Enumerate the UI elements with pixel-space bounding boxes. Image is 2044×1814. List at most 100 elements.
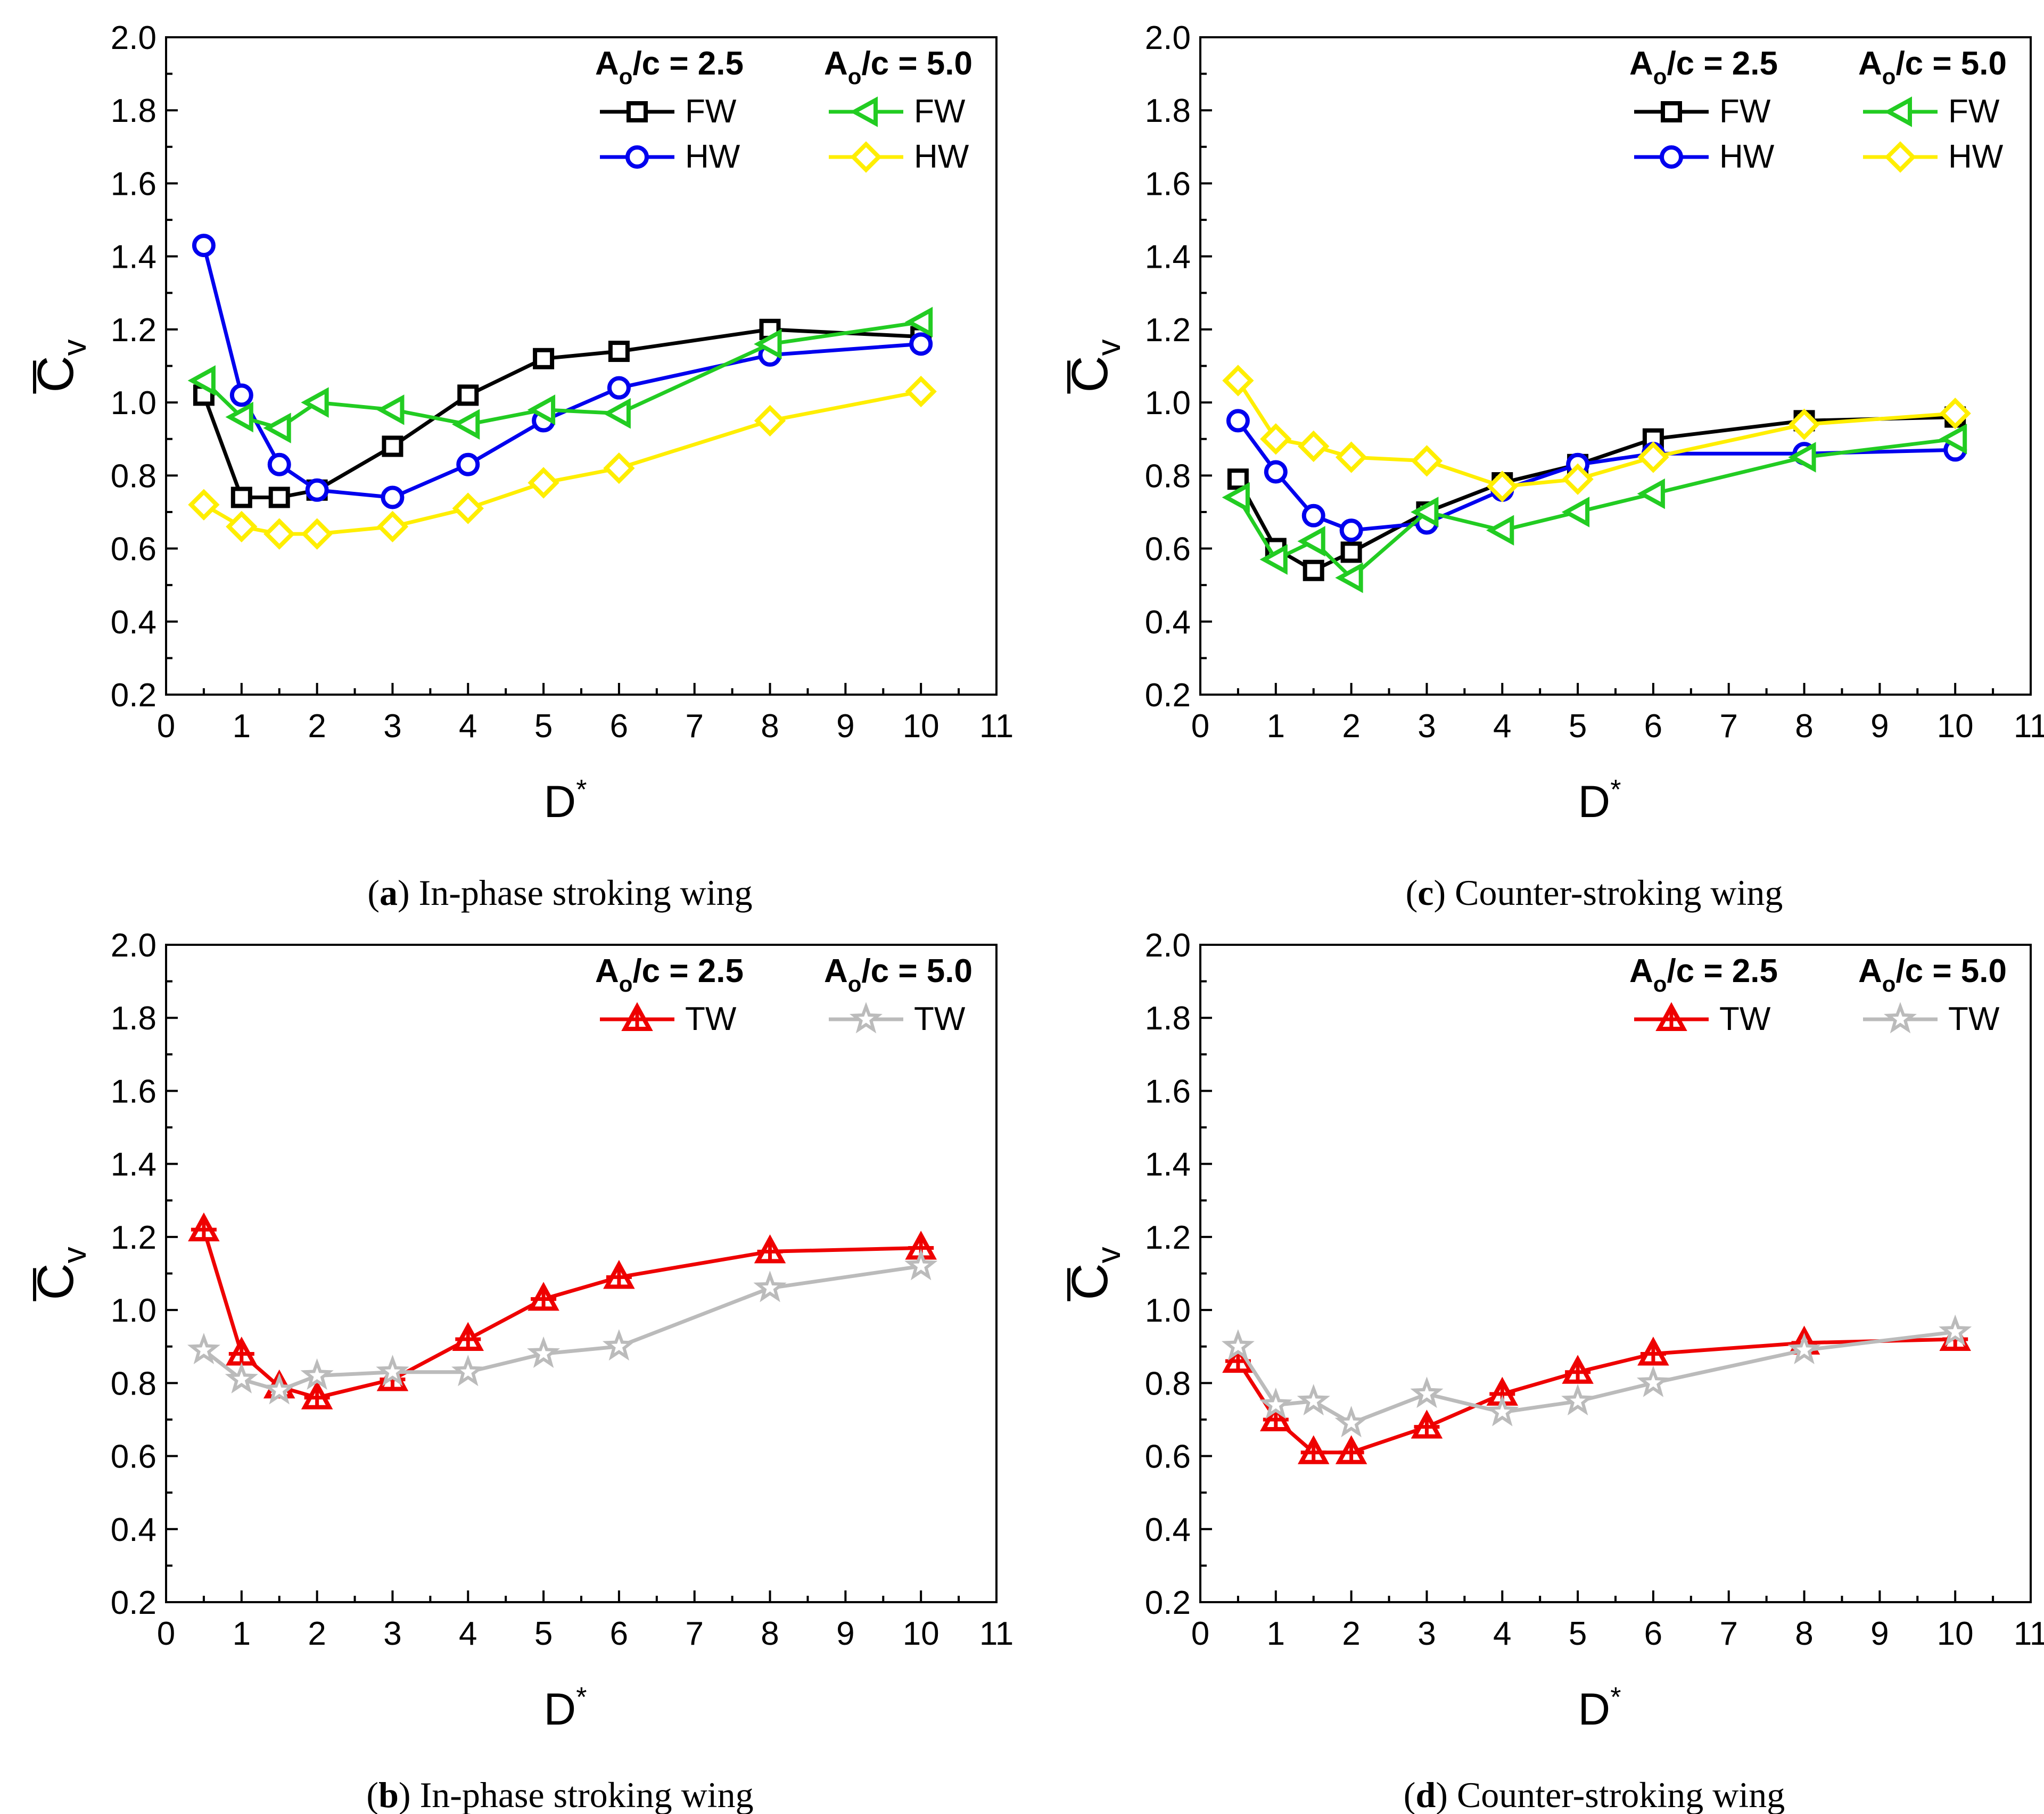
panel-caption: (b) In-phase stroking wing <box>366 1775 753 1814</box>
legend-header-main: A <box>1629 45 1653 82</box>
y-tick-label: 1.0 <box>111 1292 156 1329</box>
data-point <box>759 318 781 340</box>
data-point <box>188 489 220 521</box>
data-point <box>533 348 555 369</box>
data-point <box>226 1337 258 1366</box>
y-tick-label: 1.6 <box>111 1073 156 1110</box>
legend-marker <box>1884 96 1912 127</box>
legend-marker <box>1884 141 1916 173</box>
x-axis-label: D* <box>1578 774 1621 827</box>
legend-entry-hw-3: HW <box>829 138 969 175</box>
data-point <box>1637 478 1665 509</box>
legend-header-main: A <box>1629 953 1653 990</box>
x-tick-label: 8 <box>761 1615 779 1652</box>
x-tick-label: 0 <box>1191 708 1209 745</box>
panel-caption-text: In-phase stroking wing <box>420 1775 754 1814</box>
legend-header: Ao/c = 5.0 <box>824 953 972 996</box>
x-tick-label: 9 <box>1870 1615 1889 1652</box>
data-point <box>1411 497 1439 527</box>
y-axis-label-text: Cv <box>1061 339 1127 392</box>
y-tick-label: 1.0 <box>1145 385 1191 422</box>
series-fw-0 <box>1227 406 1966 581</box>
legend-label: FW <box>1719 93 1771 130</box>
x-tick-label: 11 <box>2014 1615 2044 1652</box>
y-tick-label: 1.0 <box>111 385 156 422</box>
legend-header-sub: o <box>1653 971 1667 996</box>
legend-marker <box>1660 145 1683 169</box>
legend-header: Ao/c = 2.5 <box>595 953 744 996</box>
data-point <box>904 1249 938 1281</box>
y-axis-label-sub: v <box>56 339 93 356</box>
legend-header-rest: /c = 2.5 <box>1667 45 1778 82</box>
x-axis-label-sup: * <box>576 1682 587 1713</box>
legend-label: TW <box>1719 1001 1771 1037</box>
x-tick-label: 2 <box>1342 708 1360 745</box>
data-point <box>1297 526 1325 557</box>
data-point <box>1788 442 1816 473</box>
legend-marker <box>1661 101 1682 122</box>
data-point <box>1340 541 1362 563</box>
panel-caption-letter: a <box>380 872 398 913</box>
data-point <box>452 1322 484 1351</box>
legend-marker <box>850 96 878 127</box>
legend-entry-tw-1: TW <box>829 1001 966 1037</box>
y-tick-label: 1.6 <box>1145 166 1191 202</box>
plot-frame-a <box>165 36 998 696</box>
data-point <box>1298 430 1330 463</box>
y-tick-label: 1.6 <box>111 166 156 202</box>
legend-label: HW <box>1948 138 2004 175</box>
y-tick-label: 1.2 <box>1145 1219 1191 1256</box>
y-tick-label: 1.8 <box>111 1000 156 1037</box>
x-axis-label: D* <box>544 774 587 827</box>
y-tick-label: 2.0 <box>1145 927 1191 964</box>
panel-caption-text: Counter-stroking wing <box>1457 1775 1785 1814</box>
data-point <box>1259 544 1288 575</box>
legend-header: Ao/c = 2.5 <box>1629 953 1778 996</box>
legend-marker <box>625 145 649 169</box>
series-hw-3 <box>1222 365 1971 502</box>
legend-header-sub: o <box>848 64 862 89</box>
legend-entry-tw-0: TW <box>600 1001 737 1037</box>
y-axis-label: Cv <box>1061 339 1127 394</box>
data-point <box>1334 1406 1368 1438</box>
legend-entry-fw-0: FW <box>600 93 737 130</box>
data-point <box>187 365 216 396</box>
series-line <box>202 1264 921 1392</box>
series-tw-1 <box>187 1249 938 1405</box>
x-tick-label: 3 <box>383 1615 401 1652</box>
y-axis-label-text: Cv <box>27 339 93 392</box>
x-tick-label: 6 <box>1644 708 1662 745</box>
data-point <box>1221 1329 1255 1361</box>
x-tick-label: 0 <box>157 708 175 745</box>
y-axis-label-text: Cv <box>1061 1247 1127 1300</box>
data-point <box>1335 562 1363 593</box>
data-point <box>607 376 631 400</box>
data-point <box>376 510 409 543</box>
x-tick-label: 7 <box>1719 1615 1737 1652</box>
data-point <box>904 307 933 337</box>
data-point <box>528 1282 559 1311</box>
x-tick-label: 5 <box>1569 708 1587 745</box>
data-point <box>1486 471 1518 502</box>
x-tick-label: 4 <box>459 1615 477 1652</box>
series-line <box>1236 1337 1956 1455</box>
y-tick-label: 1.8 <box>1145 1000 1191 1037</box>
legend-marker <box>849 1002 883 1034</box>
data-point <box>230 487 252 508</box>
legend-header-sub: o <box>1882 971 1896 996</box>
data-point <box>909 332 933 356</box>
data-point <box>1335 1435 1367 1464</box>
y-axis-label-main: C <box>1061 356 1118 392</box>
legend-label: TW <box>685 1001 737 1037</box>
series-line <box>202 327 921 499</box>
legend-label: HW <box>914 138 969 175</box>
legend-marker <box>1883 1002 1917 1034</box>
legend-d: Ao/c = 2.5 Ao/c = 5.0TW TW <box>1629 953 2007 1037</box>
data-point <box>608 341 630 362</box>
x-tick-label: 0 <box>1191 1615 1209 1652</box>
y-tick-label: 0.6 <box>1145 1439 1191 1475</box>
data-point <box>754 1234 786 1264</box>
y-tick-label: 1.4 <box>111 1147 156 1183</box>
data-point <box>451 1355 485 1387</box>
